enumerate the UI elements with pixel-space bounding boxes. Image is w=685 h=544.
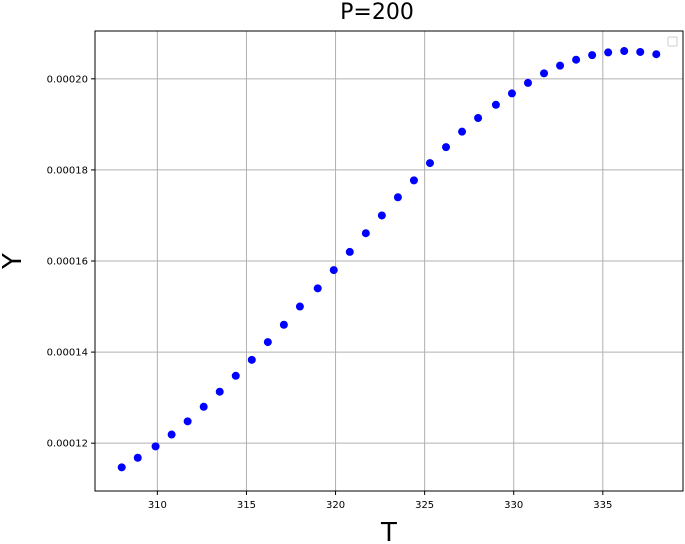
y-tick-label: 0.00014 [47, 348, 88, 359]
data-point [393, 193, 402, 202]
data-point [491, 100, 500, 109]
data-point [620, 47, 629, 56]
data-point [377, 211, 386, 220]
data-point [588, 51, 597, 60]
chart-title: P=200 [340, 0, 414, 25]
data-point [556, 61, 565, 70]
data-point [652, 50, 661, 59]
data-point [279, 320, 288, 329]
data-point [474, 113, 483, 122]
data-points [117, 47, 661, 472]
y-tick-label: 0.00018 [47, 165, 88, 176]
data-point [313, 284, 322, 293]
data-point [442, 143, 451, 152]
x-tick-label: 315 [237, 500, 256, 511]
data-point [572, 55, 581, 64]
plot-area-frame [94, 30, 684, 492]
data-point [263, 338, 272, 347]
data-point [458, 127, 467, 136]
y-axis-title: Y [0, 253, 28, 270]
y-tick-label: 0.00016 [47, 257, 88, 268]
data-point [295, 302, 304, 311]
data-point [425, 159, 434, 168]
data-point [151, 442, 160, 451]
data-point [167, 430, 176, 439]
x-tick-label: 330 [504, 500, 523, 511]
x-tick-label: 335 [593, 500, 612, 511]
data-point [199, 402, 208, 411]
legend-box [667, 36, 678, 47]
x-tick-label: 325 [415, 500, 434, 511]
data-point [636, 47, 645, 56]
data-point [329, 266, 338, 275]
data-point [361, 229, 370, 238]
tick-layer: 310 315 320 325 330 335 0.00012 0.00014 0.00016 0… [47, 74, 613, 511]
data-point [215, 387, 224, 396]
data-point [507, 89, 516, 98]
data-point [345, 247, 354, 256]
data-point [523, 78, 532, 87]
y-tick-label: 0.00020 [47, 74, 88, 85]
data-point [604, 48, 613, 57]
x-axis-title: T [380, 518, 397, 544]
data-point [409, 176, 418, 185]
grid-layer [95, 31, 683, 491]
data-point [540, 69, 549, 78]
x-tick-label: 320 [326, 500, 345, 511]
x-tick-label: 310 [148, 500, 167, 511]
y-tick-label: 0.00012 [47, 439, 88, 450]
data-point [231, 371, 240, 380]
data-point [117, 463, 126, 472]
data-point [247, 355, 256, 364]
data-point [183, 417, 192, 426]
data-point [133, 453, 142, 462]
